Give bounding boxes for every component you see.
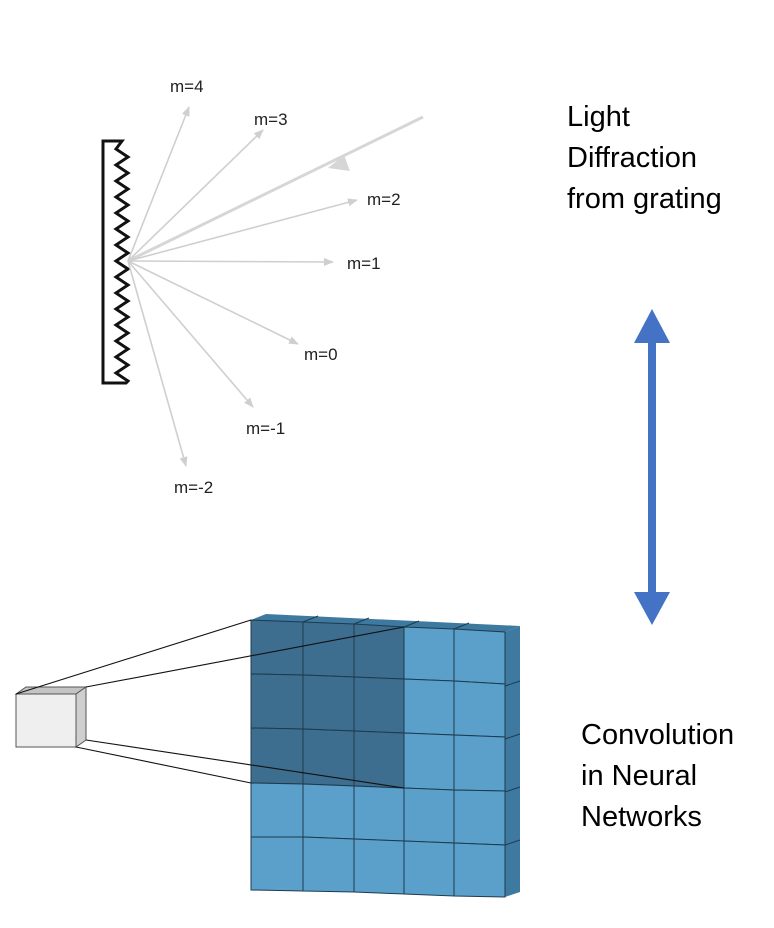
kernel-cube	[14, 686, 88, 748]
order-label-m4: m=4	[170, 77, 204, 96]
ray-m0	[127, 260, 299, 345]
ray-m4	[127, 106, 190, 262]
grid-cell	[353, 730, 405, 789]
incident-beam	[127, 115, 424, 263]
diffraction-caption-line: Light	[567, 101, 630, 133]
diffraction-grating	[101, 139, 131, 385]
feature-map	[250, 614, 521, 898]
grid-cell	[353, 676, 405, 734]
diffraction-caption-line: from grating	[567, 183, 722, 215]
grid-cell	[250, 836, 304, 892]
grid-cell	[353, 785, 405, 842]
convolution-caption-line: in Neural	[581, 760, 698, 792]
order-label-m-2: m=-2	[174, 478, 213, 497]
grid-cell	[302, 783, 355, 840]
grid-cell	[403, 678, 455, 736]
feature-map-side	[505, 626, 520, 897]
diffracted-rays	[127, 106, 358, 467]
order-label-m2: m=2	[367, 190, 401, 209]
grid-cell	[453, 628, 506, 685]
convolution-caption: Convolution in Neural Networks	[581, 715, 734, 838]
ray-m-2	[127, 260, 188, 467]
projection-lines	[15, 619, 405, 789]
convolution-caption-line: Networks	[581, 801, 702, 833]
grid-cell	[403, 840, 455, 897]
order-label-m-1: m=-1	[246, 419, 285, 438]
grid-cell	[250, 782, 304, 838]
double-arrow-icon	[634, 309, 670, 625]
order-labels: m=4 m=3 m=2 m=1 m=0 m=-1 m=-2	[170, 77, 401, 497]
order-label-m3: m=3	[254, 110, 288, 129]
ray-m1	[127, 257, 334, 266]
grid-cell	[403, 626, 455, 682]
grid-cell	[453, 842, 506, 898]
grid-cell	[453, 789, 506, 846]
grid-cell	[403, 732, 455, 791]
grid-cell	[302, 621, 355, 678]
grid-cell	[302, 836, 355, 893]
grid-cell	[453, 680, 506, 738]
grid-cell	[403, 787, 455, 844]
grid-cell	[302, 728, 355, 787]
order-label-m0: m=0	[304, 345, 338, 364]
grid-cell	[353, 838, 405, 895]
diffraction-caption: Light Diffraction from grating	[567, 97, 722, 220]
ray-m3	[127, 129, 264, 262]
grid-cell	[453, 734, 506, 792]
feature-map-top	[251, 614, 520, 632]
grid-cell	[250, 727, 304, 785]
convolution-caption-line: Convolution	[581, 719, 735, 751]
ray-m-1	[127, 260, 254, 408]
grid-cell	[250, 673, 304, 730]
grid-cell	[302, 674, 355, 732]
ray-m2	[127, 198, 358, 262]
diffraction-caption-line: Diffraction	[567, 142, 698, 174]
order-label-m1: m=1	[347, 254, 381, 273]
